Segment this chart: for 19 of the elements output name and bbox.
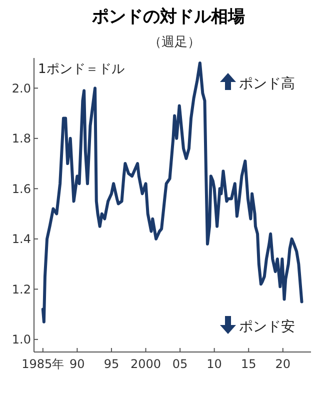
- y-tick-label: 1.4: [12, 232, 31, 246]
- x-tick-label: 95: [104, 357, 120, 371]
- y-tick-label: 1.8: [12, 132, 31, 146]
- x-tick-label: 90: [70, 357, 85, 371]
- x-tick-label: 15: [240, 357, 256, 371]
- chart-subtitle: （週足）: [148, 35, 200, 50]
- x-tick-label: 1985年: [22, 357, 64, 371]
- y-tick-label: 1.0: [12, 332, 31, 347]
- x-tick-label: 10: [206, 357, 222, 371]
- y-tick-label: 1.2: [12, 282, 31, 296]
- annotation: ポンド安: [239, 319, 295, 335]
- y-axis-title: 1ポンド＝ドル: [38, 62, 124, 77]
- chart-title: ポンドの対ドル相場: [91, 7, 245, 27]
- x-tick-label: 05: [172, 357, 188, 371]
- y-tick-label: 2.0: [12, 81, 31, 96]
- annotation: ポンド高: [239, 76, 295, 92]
- x-tick-label: 20: [275, 357, 291, 371]
- x-tick-label: 2000: [130, 357, 162, 371]
- y-tick-label: 1.6: [12, 182, 31, 196]
